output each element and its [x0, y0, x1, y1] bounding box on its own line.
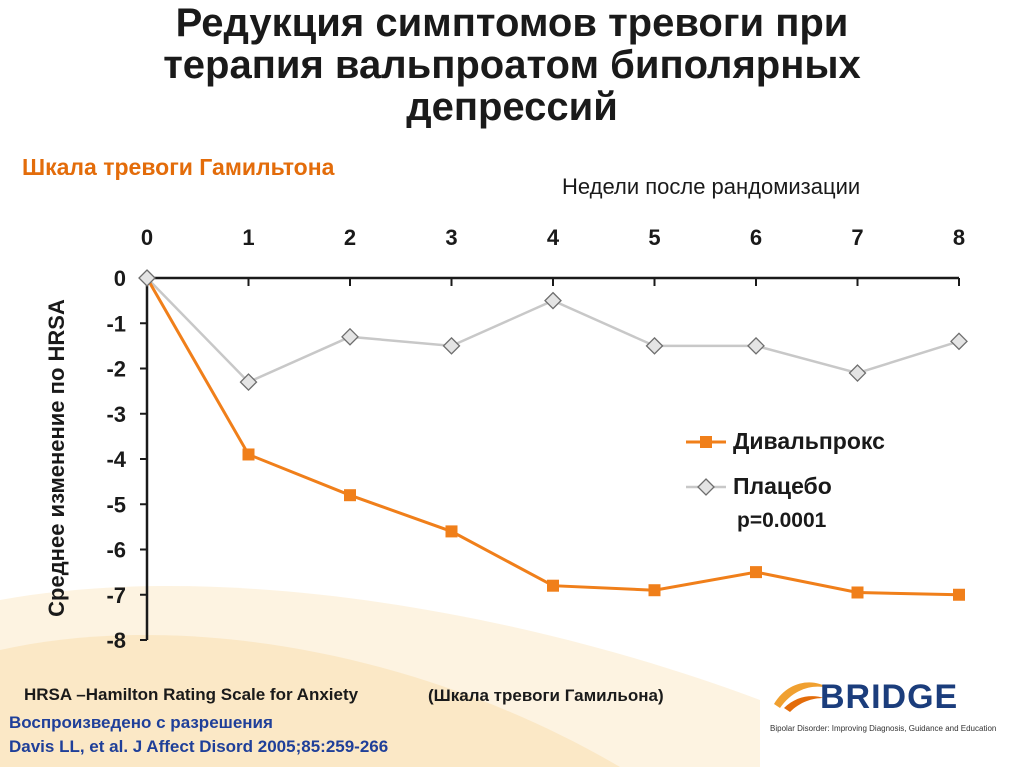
- x-tick-label: 8: [953, 225, 965, 250]
- y-tick-label: -2: [106, 357, 126, 382]
- diamond-marker: [341, 327, 359, 346]
- square-marker: [750, 566, 762, 579]
- x-tick-label: 6: [750, 225, 762, 250]
- credit-line-1: Воспроизведено с разрешения: [9, 713, 273, 732]
- diamond-marker: [138, 269, 156, 287]
- chart-subtitle: Шкала тревоги Гамильтона: [22, 154, 335, 180]
- y-tick-label: -7: [106, 583, 126, 608]
- x-axis-title: Недели после рандомизации: [562, 174, 861, 199]
- title-line-3: депрессий: [406, 85, 618, 129]
- diamond-marker: [544, 291, 562, 310]
- x-tick-label: 1: [242, 225, 254, 250]
- y-tick-label: -5: [106, 492, 126, 517]
- diamond-marker: [645, 336, 664, 355]
- square-marker: [445, 525, 458, 538]
- chart-series: [138, 269, 968, 601]
- y-tick-label: -6: [106, 538, 126, 563]
- bridge-swoosh-icon: [774, 682, 828, 712]
- y-tick-label: -3: [106, 402, 126, 427]
- y-tick-label: -1: [106, 311, 126, 336]
- square-marker: [851, 586, 864, 599]
- x-tick-label: 3: [445, 225, 457, 250]
- y-tick-label: -4: [106, 447, 126, 472]
- square-marker: [344, 489, 356, 502]
- legend-divalproex-label: Дивальпрокс: [733, 428, 885, 454]
- title-line-1: Редукция симптомов тревоги при: [175, 1, 849, 45]
- diamond-marker: [697, 478, 715, 496]
- legend-placebo-label: Плацебо: [733, 473, 832, 499]
- diamond-marker: [239, 373, 258, 391]
- square-marker: [547, 579, 559, 592]
- logo-wordmark: BRIDGE: [820, 678, 959, 716]
- chart-axes: 0 1 2 3 4 5 6 7 8 0 -1 -2 -3 -4 -5 -6 -7 -8: [106, 225, 965, 653]
- x-tick-label: 4: [547, 225, 560, 250]
- square-marker: [648, 584, 661, 597]
- credit-line-2: Davis LL, et al. J Affect Disord 2005;85…: [9, 737, 389, 756]
- square-marker: [242, 448, 255, 461]
- diamond-marker: [950, 332, 968, 351]
- logo-tagline: Bipolar Disorder: Improving Diagnosis, G…: [770, 724, 997, 733]
- p-value-annotation: p=0.0001: [737, 509, 827, 532]
- x-tick-label: 0: [141, 225, 153, 250]
- diamond-marker: [442, 336, 461, 355]
- hrsa-footnote: HRSA –Hamilton Rating Scale for Anxiety: [24, 685, 359, 704]
- square-marker: [953, 588, 965, 601]
- title-line-2: терапия вальпроатом биполярных: [163, 43, 861, 87]
- x-tick-label: 5: [648, 225, 660, 250]
- x-tick-label: 7: [851, 225, 863, 250]
- bridge-logo: BRIDGE Bipolar Disorder: Improving Diagn…: [770, 672, 1010, 742]
- diamond-marker: [747, 336, 765, 355]
- reference-credit: Воспроизведено с разрешения Davis LL, et…: [9, 711, 388, 759]
- diamond-marker: [848, 364, 867, 382]
- slide-title: Редукция симптомов тревоги при терапия в…: [0, 2, 1024, 128]
- y-tick-label: -8: [106, 628, 126, 653]
- x-tick-label: 2: [344, 225, 356, 250]
- square-marker: [700, 436, 712, 448]
- hrsa-footnote-ru: (Шкала тревоги Гамильона): [428, 686, 664, 705]
- y-tick-label: 0: [114, 266, 126, 291]
